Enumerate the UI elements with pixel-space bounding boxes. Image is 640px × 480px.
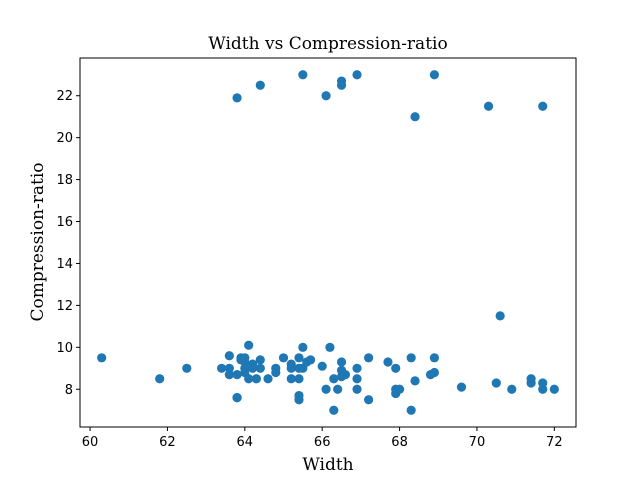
data-point [410,112,420,122]
data-point [364,395,374,405]
data-point [298,342,308,352]
data-point [255,363,265,373]
data-point [244,340,254,350]
data-point [483,101,494,111]
data-point [329,405,339,415]
data-points [97,70,559,415]
data-point [286,359,296,369]
data-point [406,405,416,415]
data-point [294,390,304,401]
y-tick-label: 12 [56,299,73,314]
x-axis-ticks: 60 62 64 66 68 70 72 [82,427,563,450]
x-tick-label: 62 [159,435,176,450]
data-point [232,393,242,403]
x-axis-label: Width [302,455,353,475]
data-point [456,382,467,392]
data-point [298,363,308,373]
data-point [410,376,420,386]
data-point [298,70,308,80]
y-tick-label: 22 [56,89,73,104]
data-point [383,357,393,367]
data-point [394,384,405,394]
data-point [325,342,335,352]
y-axis-label: Compression-ratio [28,162,48,321]
data-point [271,367,281,378]
data-point [333,384,343,394]
data-point [294,353,304,363]
data-point [232,93,242,103]
data-point [224,363,234,373]
data-point [263,374,273,384]
data-point [429,367,439,378]
data-point [336,76,347,86]
y-tick-label: 20 [56,131,73,146]
y-tick-label: 16 [56,215,73,230]
data-point [538,378,548,388]
y-tick-label: 8 [65,383,73,398]
data-point [391,363,401,373]
x-tick-label: 64 [237,435,254,450]
y-axis-ticks: 8 10 12 14 16 18 20 22 [56,89,80,398]
data-point [336,357,347,367]
data-point [217,363,227,373]
data-point [182,363,192,373]
data-point [538,101,548,111]
y-tick-label: 18 [56,173,73,188]
plot-frame [79,57,577,428]
x-tick-label: 72 [546,435,563,450]
data-point [247,359,258,369]
data-point [278,353,289,363]
data-point [321,384,331,394]
chart-title: Width vs Compression-ratio [208,34,447,54]
data-point [251,374,262,384]
data-point [406,353,416,363]
data-point [538,384,548,394]
data-point [255,355,265,365]
data-point [224,369,234,380]
data-point [305,355,316,365]
data-point [491,378,501,388]
data-point [329,374,339,384]
data-point [255,80,265,90]
data-point [549,384,559,394]
data-point [232,369,242,380]
data-point [240,353,250,363]
data-point [429,353,439,363]
data-point [352,374,362,384]
data-point [97,353,107,363]
data-point [224,351,234,361]
data-point [286,374,296,384]
x-tick-label: 66 [314,435,331,450]
x-tick-label: 60 [82,435,99,450]
data-point [526,374,536,384]
data-point [495,311,505,321]
data-point [352,70,362,80]
x-tick-label: 70 [469,435,486,450]
y-tick-label: 14 [56,257,73,272]
data-point [507,384,517,394]
data-point [155,374,165,384]
data-point [321,91,331,101]
data-point [429,70,439,80]
data-point [352,363,362,373]
data-point [364,353,374,363]
x-tick-label: 68 [391,435,408,450]
data-point [340,369,351,380]
data-point [294,374,304,384]
data-point [244,374,254,384]
data-point [317,361,327,371]
data-point [352,384,362,394]
y-tick-label: 10 [56,341,73,356]
